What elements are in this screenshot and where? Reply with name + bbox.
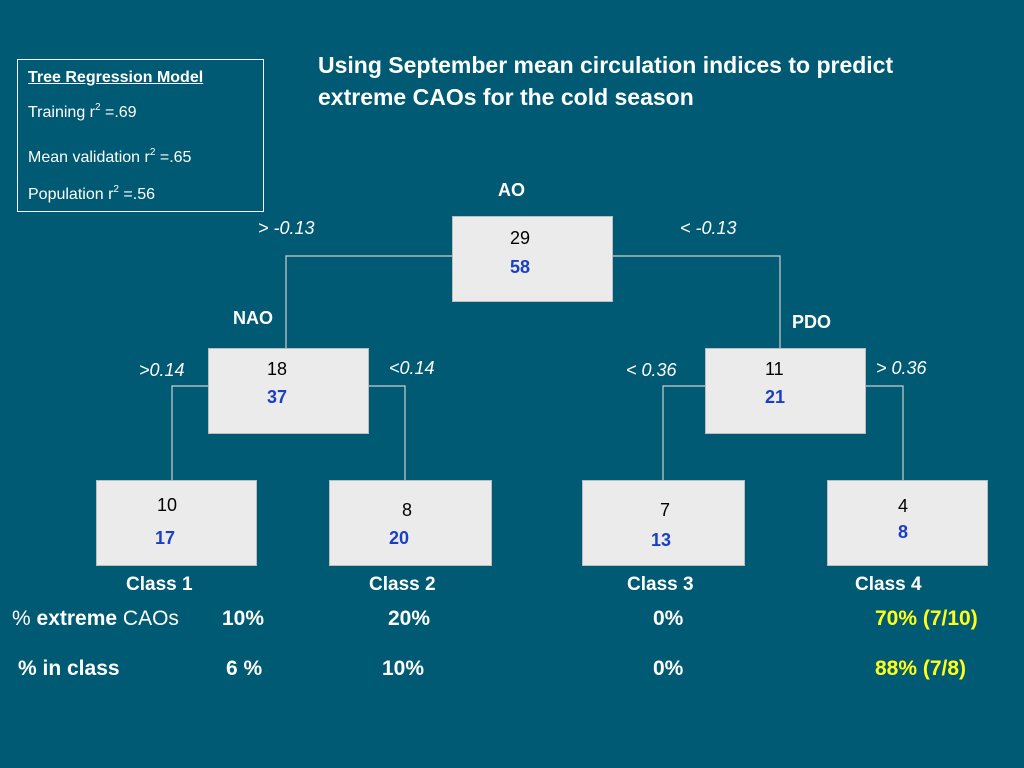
- pdo-node: 11 21: [705, 348, 866, 434]
- root-variable-label: AO: [498, 180, 525, 200]
- extreme-caos-class-2: 20%: [388, 607, 431, 630]
- leaf-1-count: 10: [157, 495, 178, 515]
- class-1-label: Class 1: [126, 574, 193, 595]
- population-r2-superscript: 2: [113, 183, 119, 195]
- leaf-1-value: 17: [155, 528, 176, 548]
- nao-left-split: >0.14: [139, 360, 185, 380]
- nao-node-count: 18: [267, 359, 288, 379]
- nao-right-split: <0.14: [389, 358, 435, 378]
- root-node-value: 58: [510, 257, 531, 277]
- connector-nao-leaf2: [368, 385, 406, 481]
- population-r2: Population r2 =.56: [28, 183, 155, 204]
- extreme-caos-prefix: %: [12, 607, 37, 630]
- training-r2-label: Training r: [28, 104, 95, 121]
- root-node-count: 29: [510, 228, 531, 248]
- validation-r2-label: Mean validation r: [28, 149, 150, 166]
- connector-root-left: [285, 255, 453, 349]
- in-class-class-2: 10%: [382, 657, 425, 680]
- leaf-node-class-4: 4 8: [827, 480, 988, 566]
- in-class-row-label: % in class: [18, 657, 120, 680]
- training-r2-superscript: 2: [94, 101, 101, 113]
- model-summary-box: Tree Regression Model Training r2 =.69 M…: [17, 59, 264, 212]
- extreme-caos-class-3: 0%: [653, 607, 684, 630]
- class-4-label: Class 4: [855, 574, 922, 595]
- in-class-class-3: 0%: [653, 657, 684, 680]
- pdo-variable-label: PDO: [792, 312, 832, 332]
- connector-pdo-leaf3: [662, 385, 706, 481]
- leaf-node-class-1: 10 17: [96, 480, 257, 566]
- page-title-line-2: extreme CAOs for the cold season: [318, 84, 694, 110]
- validation-r2: Mean validation r2 =.65: [28, 146, 192, 167]
- training-r2: Training r2 =.69: [28, 101, 137, 122]
- pdo-right-split: > 0.36: [876, 358, 927, 378]
- root-node: 29 58: [452, 216, 613, 302]
- extreme-caos-row-label: % extreme CAOs: [12, 607, 179, 631]
- root-left-split: > -0.13: [258, 218, 315, 238]
- extreme-caos-class-1: 10%: [222, 607, 265, 630]
- extreme-caos-suffix: CAOs: [117, 607, 179, 630]
- class-3-label: Class 3: [627, 574, 694, 595]
- extreme-caos-class-4: 70% (7/10): [875, 607, 978, 630]
- nao-node: 18 37: [208, 348, 369, 434]
- leaf-4-count: 4: [898, 496, 909, 516]
- validation-r2-superscript: 2: [149, 146, 156, 158]
- leaf-3-count: 7: [660, 500, 671, 520]
- extreme-caos-bold: extreme: [36, 607, 118, 630]
- nao-variable-label: NAO: [233, 308, 273, 328]
- page-title-line-1: Using September mean circulation indices…: [318, 52, 894, 78]
- leaf-2-count: 8: [402, 500, 413, 520]
- leaf-node-class-2: 8 20: [329, 480, 492, 566]
- training-r2-value: =.69: [100, 104, 137, 121]
- validation-r2-value: =.65: [155, 149, 192, 166]
- in-class-class-4: 88% (7/8): [875, 657, 967, 680]
- population-r2-label: Population r: [28, 186, 114, 203]
- leaf-4-value: 8: [898, 522, 909, 542]
- leaf-node-class-3: 7 13: [582, 480, 745, 566]
- population-r2-value: =.56: [118, 186, 155, 203]
- in-class-class-1: 6 %: [226, 657, 263, 680]
- pdo-node-count: 11: [765, 359, 784, 379]
- leaf-3-value: 13: [651, 530, 672, 550]
- leaf-2-value: 20: [389, 528, 410, 548]
- nao-node-value: 37: [267, 387, 288, 407]
- pdo-node-value: 21: [765, 387, 786, 407]
- page-title: Using September mean circulation indices…: [318, 49, 893, 113]
- pdo-left-split: < 0.36: [626, 360, 677, 380]
- connector-root-right: [612, 255, 781, 349]
- model-title: Tree Regression Model: [28, 69, 204, 86]
- class-2-label: Class 2: [369, 574, 436, 595]
- connector-nao-leaf1: [171, 385, 208, 481]
- root-right-split: < -0.13: [680, 218, 737, 238]
- connector-pdo-leaf4: [865, 385, 904, 481]
